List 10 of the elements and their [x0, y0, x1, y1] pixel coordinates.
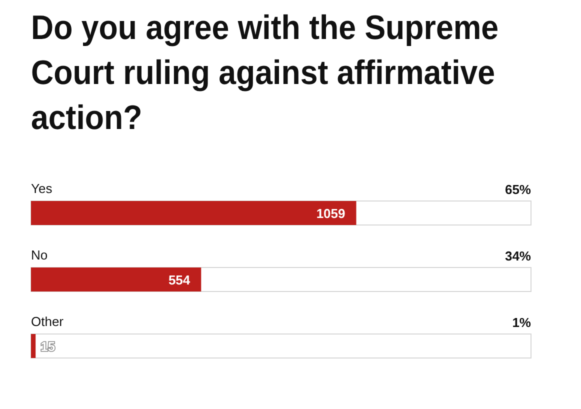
annotation: 65%	[504, 182, 532, 197]
data-label: 554	[168, 272, 191, 288]
y-tick-label: Yes	[31, 181, 53, 196]
data-label: 15	[40, 339, 56, 354]
annotation: 34%	[504, 248, 532, 264]
chart-title: Do you agree with the Supreme Court ruling against affirmative action?	[31, 8, 500, 139]
y-tick-label: No	[31, 248, 48, 262]
data-label: 1059	[316, 206, 346, 221]
annotation: 1%	[512, 315, 532, 330]
y-tick-label: Other	[31, 314, 64, 329]
